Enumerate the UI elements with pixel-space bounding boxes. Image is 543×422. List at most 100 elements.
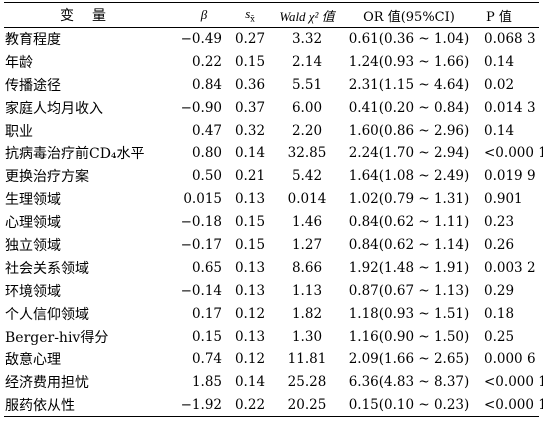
cell-se: 0.15 (234, 53, 266, 70)
cell-variable: 传播途径 (5, 77, 61, 94)
cell-beta: −0.17 (180, 236, 222, 253)
cell-or: 2.24(1.70 ~ 2.94) (348, 145, 470, 162)
cell-or: 0.87(0.67 ~ 1.13) (348, 282, 470, 299)
cell-variable: 更换治疗方案 (5, 169, 89, 186)
header-row: 变 量 β sx̄ Wald χ² 值 OR 值(95%CI) P 值 (4, 2, 539, 28)
table-row: 个人信仰领域 0.17 0.12 1.82 1.18(0.93 ~ 1.51) 0.18 (4, 302, 539, 325)
cell-beta: 0.15 (191, 328, 222, 345)
cell-wald: 20.25 (270, 393, 344, 418)
cell-se: 0.14 (234, 374, 266, 391)
table-row: 独立领域 −0.17 0.15 1.27 0.84(0.62 ~ 1.14) 0.26 (4, 234, 539, 257)
header-wald: Wald χ² 值 (270, 2, 344, 28)
cell-se: 0.13 (234, 259, 266, 276)
table-row: 社会关系领域 0.65 0.13 8.66 1.92(1.48 ~ 1.91) 0.003… (4, 256, 539, 279)
cell-or: 2.09(1.66 ~ 2.65) (348, 351, 470, 368)
cell-p: 0.18 (484, 305, 515, 322)
cell-se: 0.37 (234, 99, 266, 116)
cell-wald: 8.66 (291, 259, 323, 276)
cell-wald: 1.27 (291, 236, 323, 253)
cell-p: <0.000 1 (474, 393, 543, 418)
header-se-symbol: s (245, 6, 251, 22)
header-se: sx̄ (230, 2, 270, 28)
cell-se: 0.13 (234, 328, 266, 345)
table-row: 抗病毒治疗前CD₄水平 0.80 0.14 32.85 2.24(1.70 ~ 2.94… (4, 142, 543, 165)
cell-beta: 0.17 (191, 305, 222, 322)
cell-se: 0.32 (234, 122, 266, 139)
cell-se: 0.13 (234, 282, 266, 299)
cell-se: 0.14 (234, 145, 266, 162)
cell-wald: 0.014 (287, 191, 327, 208)
cell-se: 0.36 (234, 76, 266, 93)
cell-wald: 5.51 (291, 76, 323, 93)
header-variable: 变 量 (4, 2, 178, 28)
table-row: 家庭人均月收入 −0.90 0.37 6.00 0.41(0.20 ~ 0.84) 0.0… (4, 96, 539, 119)
cell-wald: 2.20 (291, 122, 323, 139)
cell-or: 1.92(1.48 ~ 1.91) (348, 259, 470, 276)
cell-se: 0.15 (234, 236, 266, 253)
header-or: OR 值(95%CI) (344, 2, 474, 28)
cell-p: 0.14 (484, 122, 515, 139)
cell-p: 0.000 6 (484, 351, 536, 368)
table-row: 环境领域 −0.14 0.13 1.13 0.87(0.67 ~ 1.13) 0.29 (4, 279, 539, 302)
cell-or: 1.64(1.08 ~ 2.49) (348, 168, 470, 185)
cell-p: 0.23 (484, 214, 515, 231)
cell-wald: 2.14 (291, 53, 323, 70)
cell-variable: 家庭人均月收入 (5, 100, 103, 117)
cell-wald: 1.82 (291, 305, 323, 322)
cell-wald: 6.00 (291, 99, 323, 116)
cell-wald: 25.28 (287, 374, 327, 391)
cell-beta: 0.50 (191, 168, 222, 185)
cell-p: 0.29 (484, 282, 515, 299)
cell-or: 1.24(0.93 ~ 1.66) (348, 53, 470, 70)
cell-or: 6.36(4.83 ~ 8.37) (348, 374, 470, 391)
cell-variable: 环境领域 (5, 283, 61, 300)
table-body: 教育程度 −0.49 0.27 3.32 0.61(0.36 ~ 1.04) 0.068 … (4, 28, 543, 418)
cell-variable: 职业 (5, 123, 33, 140)
cell-or: 2.31(1.15 ~ 4.64) (348, 76, 470, 93)
cell-se: 0.21 (234, 168, 266, 185)
cell-se: 0.12 (234, 305, 266, 322)
cell-p: 0.901 (484, 191, 523, 208)
cell-variable: 抗病毒治疗前CD₄水平 (5, 146, 145, 163)
cell-or: 0.15(0.10 ~ 0.23) (344, 393, 474, 418)
cell-p: 0.014 3 (484, 99, 536, 116)
table-row: Berger-hiv得分 0.15 0.13 1.30 1.16(0.90 ~ 1.50… (4, 325, 539, 348)
cell-or: 1.16(0.90 ~ 1.50) (348, 328, 470, 345)
cell-variable: 年龄 (5, 54, 33, 71)
table-row: 心理领域 −0.18 0.15 1.46 0.84(0.62 ~ 1.11) 0.23 (4, 211, 539, 234)
table-row: 传播途径 0.84 0.36 5.51 2.31(1.15 ~ 4.64) 0.02 (4, 73, 539, 96)
cell-beta: −1.92 (178, 393, 230, 418)
cell-variable: 个人信仰领域 (5, 306, 89, 323)
cell-p: <0.000 1 (484, 374, 543, 391)
cell-beta: 0.015 (183, 191, 222, 208)
cell-beta: 1.85 (191, 374, 222, 391)
cell-wald: 5.42 (291, 168, 323, 185)
cell-variable: 生理领域 (5, 192, 61, 209)
cell-beta: 0.84 (191, 76, 222, 93)
table-row: 年龄 0.22 0.15 2.14 1.24(0.93 ~ 1.66) 0.14 (4, 50, 539, 73)
cell-variable: 经济费用担忧 (5, 375, 89, 392)
cell-p: <0.000 1 (484, 145, 543, 162)
cell-beta: 0.22 (191, 53, 222, 70)
cell-p: 0.003 2 (484, 259, 536, 276)
cell-se: 0.22 (230, 393, 270, 418)
cell-p: 0.019 9 (484, 168, 536, 185)
cell-or: 0.84(0.62 ~ 1.11) (348, 214, 470, 231)
cell-or: 1.18(0.93 ~ 1.51) (348, 305, 470, 322)
cell-wald: 3.32 (291, 31, 323, 48)
table-row: 更换治疗方案 0.50 0.21 5.42 1.64(1.08 ~ 2.49) 0.019… (4, 165, 539, 188)
cell-se: 0.27 (234, 31, 266, 48)
cell-variable: 敌意心理 (5, 352, 61, 369)
cell-p: 0.14 (484, 53, 515, 70)
cell-wald: 32.85 (287, 145, 327, 162)
cell-se: 0.12 (234, 351, 266, 368)
regression-table: 变 量 β sx̄ Wald χ² 值 OR 值(95%CI) P 值 教育程度… (4, 2, 543, 418)
cell-wald: 1.30 (291, 328, 323, 345)
cell-wald: 11.81 (287, 351, 327, 368)
cell-variable: 社会关系领域 (5, 260, 89, 277)
table-row: 教育程度 −0.49 0.27 3.32 0.61(0.36 ~ 1.04) 0.068 … (4, 28, 539, 51)
cell-se: 0.13 (234, 191, 266, 208)
cell-variable: 教育程度 (5, 32, 61, 49)
table-row: 敌意心理 0.74 0.12 11.81 2.09(1.66 ~ 2.65) 0.000 … (4, 348, 539, 371)
